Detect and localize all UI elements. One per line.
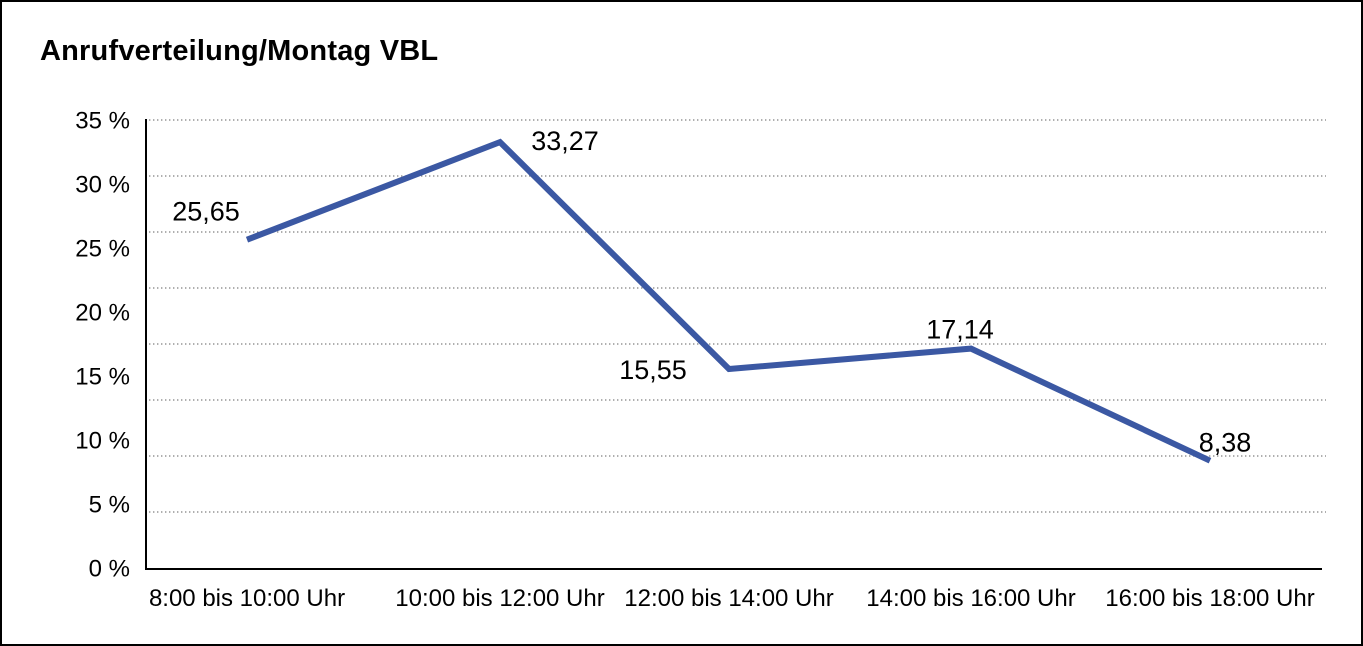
x-axis-category-label: 14:00 bis 16:00 Uhr — [866, 585, 1075, 612]
data-point-label: 15,55 — [619, 355, 687, 385]
data-line-series — [245, 138, 1212, 464]
x-axis-category-label: 10:00 bis 12:00 Uhr — [395, 585, 604, 612]
y-axis-tick-label: 15 % — [75, 364, 130, 391]
chart-title: Anrufverteilung/Montag VBL — [40, 35, 439, 67]
x-axis-category-label: 8:00 bis 10:00 Uhr — [149, 585, 345, 612]
data-point-label: 17,14 — [926, 315, 994, 345]
data-point-label: 33,27 — [531, 126, 599, 156]
y-axis-tick-label: 0 % — [89, 556, 130, 583]
x-axis-category-label: 12:00 bis 14:00 Uhr — [624, 585, 833, 612]
data-point-label: 25,65 — [172, 197, 240, 227]
y-axis-tick-label: 10 % — [75, 428, 130, 455]
y-axis-tick-label: 25 % — [75, 236, 130, 263]
y-axis-tick-label: 35 % — [75, 108, 130, 135]
x-axis-category-label: 16:00 bis 18:00 Uhr — [1105, 585, 1314, 612]
data-point-label: 8,38 — [1199, 428, 1252, 458]
y-axis-tick-label: 30 % — [75, 172, 130, 199]
y-axis-tick-label: 20 % — [75, 300, 130, 327]
y-axis-tick-label: 5 % — [89, 492, 130, 519]
